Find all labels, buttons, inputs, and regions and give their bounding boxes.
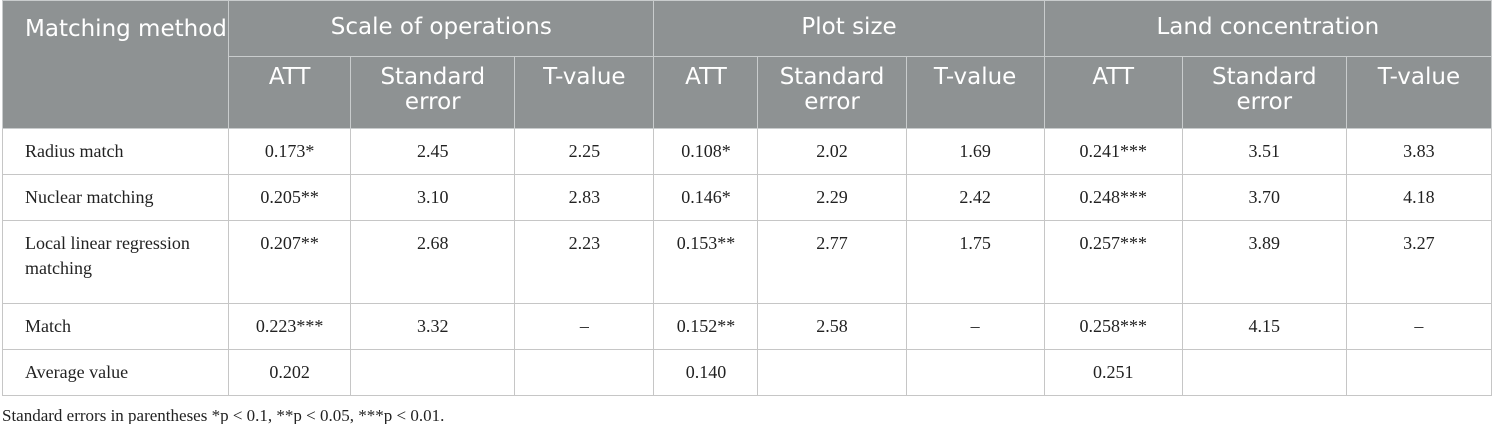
- row-label: Radius match: [1, 128, 230, 175]
- table-cell: 0.108*: [653, 128, 759, 175]
- table-row: Nuclear matching 0.205** 3.10 2.83 0.146* 2.2…: [1, 174, 1493, 221]
- table-header: Matching method Scale of operations Plot …: [1, 0, 1493, 129]
- table-cell: 0.258***: [1043, 303, 1183, 350]
- table-cell: 1.69: [905, 128, 1045, 175]
- table-cell: [1181, 349, 1347, 396]
- table-cell: 0.146*: [653, 174, 759, 221]
- column-header: ATT: [228, 56, 352, 129]
- table-cell: 2.42: [905, 174, 1045, 221]
- table-row: Radius match 0.173* 2.45 2.25 0.108* 2.02 1.69…: [1, 128, 1493, 175]
- table-cell: 2.68: [350, 220, 516, 304]
- table-cell: 3.70: [1181, 174, 1347, 221]
- table-cell: [350, 349, 516, 396]
- table-cell: 3.89: [1181, 220, 1347, 304]
- table-cell: –: [514, 303, 655, 350]
- table-cell: 2.45: [350, 128, 516, 175]
- table-cell: 0.251: [1043, 349, 1183, 396]
- table-cell: 0.152**: [653, 303, 759, 350]
- corner-header: Matching method: [1, 0, 230, 129]
- table-body: Radius match 0.173* 2.45 2.25 0.108* 2.02 1.69…: [1, 128, 1493, 396]
- group-header: Plot size: [653, 0, 1045, 57]
- table-cell: 0.140: [653, 349, 759, 396]
- table-cell: –: [905, 303, 1045, 350]
- table-cell: 2.02: [757, 128, 907, 175]
- table-cell: [757, 349, 907, 396]
- table-cell: 2.58: [757, 303, 907, 350]
- row-label: Local linear regression matching: [1, 220, 230, 304]
- table-cell: 2.23: [514, 220, 655, 304]
- group-header: Land concentration: [1043, 0, 1493, 57]
- table-cell: [905, 349, 1045, 396]
- table-cell: 1.75: [905, 220, 1045, 304]
- row-label: Match: [1, 303, 230, 350]
- column-header: T-value: [1345, 56, 1493, 129]
- table-cell: 2.29: [757, 174, 907, 221]
- table-cell: 0.153**: [653, 220, 759, 304]
- table-cell: 2.77: [757, 220, 907, 304]
- table-cell: 0.241***: [1043, 128, 1183, 175]
- column-header: T-value: [514, 56, 655, 129]
- table-cell: 0.257***: [1043, 220, 1183, 304]
- table-cell: 3.10: [350, 174, 516, 221]
- table-cell: 4.15: [1181, 303, 1347, 350]
- column-header: ATT: [653, 56, 759, 129]
- table-cell: [514, 349, 655, 396]
- column-header: Standard error: [1181, 56, 1347, 129]
- table-cell: 0.207**: [228, 220, 352, 304]
- footnote: Standard errors in parentheses *p < 0.1,…: [2, 406, 445, 424]
- table-cell: 0.173*: [228, 128, 352, 175]
- table-cell: [1345, 349, 1493, 396]
- table-row: Match 0.223*** 3.32–0.152** 2.58–0.258*** 4.…: [1, 303, 1493, 350]
- column-header: ATT: [1043, 56, 1183, 129]
- table-cell: 2.25: [514, 128, 655, 175]
- group-header: Scale of operations: [228, 0, 655, 57]
- column-header: T-value: [905, 56, 1045, 129]
- group-row: Matching method Scale of operations Plot …: [1, 0, 1493, 129]
- table-row: Average value 0.202 0.140 0.251: [1, 349, 1493, 396]
- table-cell: –: [1345, 303, 1493, 350]
- subheader-row: ATT Standard error T-value ATT Standard erro…: [3, 56, 1493, 129]
- table-cell: 3.51: [1181, 128, 1347, 175]
- table-cell: 0.248***: [1043, 174, 1183, 221]
- row-label: Average value: [1, 349, 230, 396]
- table-cell: 3.32: [350, 303, 516, 350]
- table-cell: 3.83: [1345, 128, 1493, 175]
- table-cell: 0.202: [228, 349, 352, 396]
- results-table: Matching method Scale of operations Plot …: [1, 0, 1493, 396]
- column-header: Standard error: [757, 56, 907, 129]
- row-label: Nuclear matching: [1, 174, 230, 221]
- table-cell: 0.205**: [228, 174, 352, 221]
- table-cell: 2.83: [514, 174, 655, 221]
- table-cell: 0.223***: [228, 303, 352, 350]
- table-cell: 3.27: [1345, 220, 1493, 304]
- table-cell: 4.18: [1345, 174, 1493, 221]
- table-row: Local linear regression matching 0.207** 2…: [1, 220, 1493, 304]
- column-header: Standard error: [350, 56, 516, 129]
